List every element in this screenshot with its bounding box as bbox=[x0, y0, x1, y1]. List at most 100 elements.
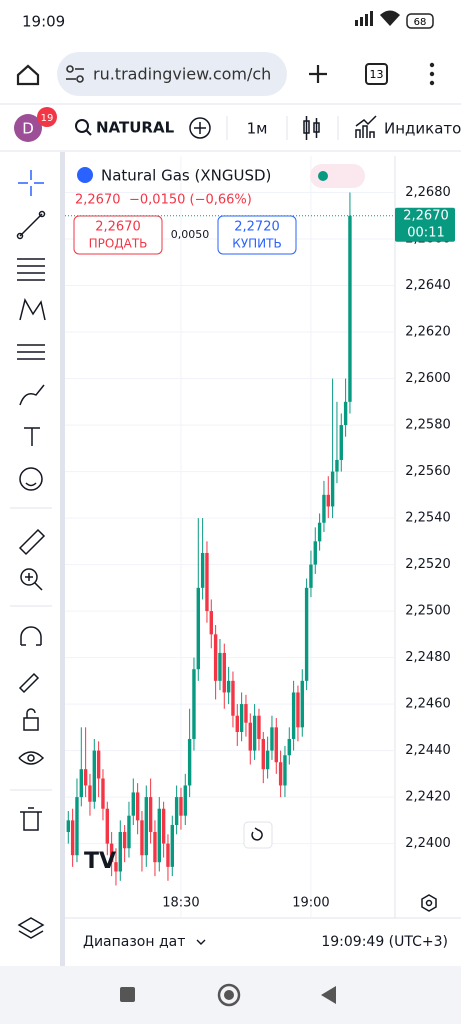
candle-body bbox=[66, 820, 70, 832]
legend-title: Natural Gas (XNGUSD) bbox=[101, 167, 271, 185]
avatar[interactable] bbox=[14, 114, 42, 142]
site-settings-icon[interactable] bbox=[66, 65, 84, 83]
legend-change: −0,0150 (−0,66%) bbox=[129, 193, 252, 208]
candle-body bbox=[75, 797, 79, 856]
spread: 0,0050 bbox=[171, 228, 210, 241]
x-tick-label: 18:30 bbox=[162, 896, 199, 911]
candle-body bbox=[70, 820, 75, 856]
y-tick-label: 2,2680 bbox=[405, 185, 451, 200]
symbol[interactable]: NATURAL bbox=[96, 119, 175, 137]
status-time: 19:09 bbox=[22, 13, 65, 31]
last-price-label: 2,2670 bbox=[403, 208, 449, 223]
candle-body bbox=[348, 215, 352, 402]
candle-body bbox=[96, 750, 101, 779]
menu-button[interactable] bbox=[429, 62, 435, 86]
indicators[interactable]: Индикато bbox=[384, 120, 461, 138]
sell-price: 2,2670 bbox=[95, 220, 141, 235]
interval[interactable]: 1м bbox=[247, 120, 268, 138]
last-price-timer: 00:11 bbox=[407, 225, 444, 240]
battery: 68 bbox=[414, 17, 427, 28]
nav-back[interactable] bbox=[321, 986, 336, 1004]
candle-body bbox=[205, 552, 209, 612]
symbol-logo bbox=[77, 167, 93, 183]
candle-body bbox=[187, 738, 192, 786]
buy-price: 2,2720 bbox=[234, 220, 280, 235]
last-price-tag bbox=[395, 207, 455, 242]
candle-body bbox=[83, 769, 88, 786]
url-bar[interactable] bbox=[57, 52, 287, 96]
candle-body bbox=[304, 587, 309, 681]
candle-body bbox=[166, 843, 170, 867]
sell-button[interactable] bbox=[73, 215, 163, 255]
candle-body bbox=[300, 680, 304, 728]
badge bbox=[37, 107, 57, 127]
candle-body bbox=[118, 831, 122, 872]
settings-button[interactable] bbox=[421, 894, 437, 912]
candle-body bbox=[101, 778, 105, 809]
tv-logo: TV bbox=[84, 849, 116, 874]
y-tick-label: 2,2580 bbox=[405, 418, 451, 433]
nav-recents[interactable] bbox=[120, 987, 135, 1002]
compare-button[interactable] bbox=[189, 117, 211, 139]
candle-body bbox=[79, 769, 83, 798]
candle-body bbox=[296, 692, 300, 728]
y-tick-label: 2,2520 bbox=[405, 557, 451, 572]
candle-body bbox=[144, 797, 148, 856]
plot bbox=[65, 156, 395, 918]
drawing-tools[interactable] bbox=[16, 170, 46, 939]
candle-body bbox=[317, 522, 322, 542]
y-tick-label: 2,2420 bbox=[405, 790, 451, 805]
home-button[interactable] bbox=[16, 64, 40, 86]
status-pill[interactable] bbox=[310, 164, 365, 188]
new-tab[interactable] bbox=[309, 65, 327, 83]
tabs-button[interactable] bbox=[365, 63, 388, 85]
candle-body bbox=[179, 797, 183, 816]
y-tick-label: 2,2460 bbox=[405, 697, 451, 712]
indicators-icon[interactable] bbox=[355, 115, 377, 138]
candle-body bbox=[161, 808, 166, 844]
sell-label: ПРОДАТЬ bbox=[89, 237, 148, 251]
date-range[interactable]: Диапазон дат bbox=[83, 934, 185, 950]
candle-body bbox=[257, 715, 261, 739]
reset-button[interactable] bbox=[243, 821, 273, 849]
status-icons bbox=[355, 10, 434, 29]
nav-home[interactable] bbox=[217, 983, 241, 1007]
badge-count: 19 bbox=[41, 113, 54, 124]
candle-body bbox=[265, 750, 270, 770]
url: ru.tradingview.com/ch bbox=[93, 65, 271, 84]
candle-body bbox=[196, 587, 200, 670]
chart-type-button[interactable] bbox=[303, 116, 320, 140]
y-tick-label: 2,2540 bbox=[405, 511, 451, 526]
buy-label: КУПИТЬ bbox=[232, 237, 281, 251]
candle-body bbox=[270, 727, 274, 751]
candle-body bbox=[261, 738, 265, 770]
y-tick-label: 2,2400 bbox=[405, 836, 451, 851]
candle-body bbox=[278, 762, 283, 786]
candle-body bbox=[252, 715, 257, 751]
candle-body bbox=[127, 815, 131, 849]
candle-body bbox=[343, 401, 348, 426]
candle-body bbox=[140, 820, 144, 856]
candle-body bbox=[291, 692, 296, 739]
candle-body bbox=[248, 722, 252, 751]
candle-body bbox=[148, 797, 153, 832]
candle-body bbox=[131, 792, 135, 816]
y-tick-label: 2,2480 bbox=[405, 650, 451, 665]
legend-price: 2,2670 bbox=[75, 193, 121, 208]
candle-body bbox=[200, 552, 205, 588]
avatar-letter: D bbox=[22, 120, 34, 138]
candle-body bbox=[330, 471, 335, 507]
candle-body bbox=[274, 727, 278, 763]
search-icon[interactable] bbox=[75, 119, 92, 136]
candle-body bbox=[105, 808, 109, 844]
x-tick-label: 19:00 bbox=[292, 896, 329, 911]
y-tick-label: 2,2500 bbox=[405, 604, 451, 619]
candle-body bbox=[322, 494, 326, 523]
candle-body bbox=[339, 425, 343, 460]
candle-body bbox=[174, 797, 179, 825]
candle-body bbox=[92, 750, 96, 802]
candle-body bbox=[88, 785, 92, 802]
candle-body bbox=[135, 792, 140, 821]
